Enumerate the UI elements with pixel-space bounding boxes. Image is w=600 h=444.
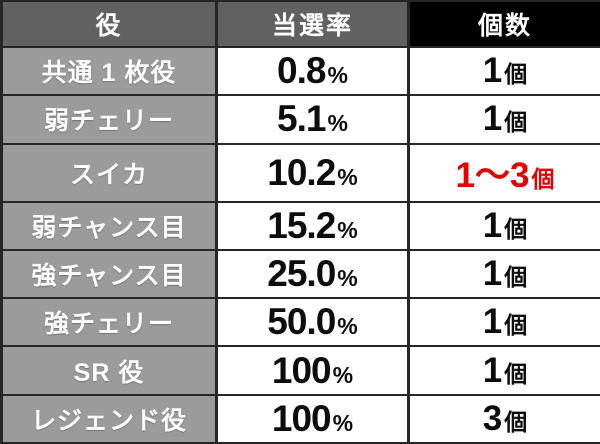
count-unit: 個 (504, 61, 528, 88)
role-cell: スイカ (0, 142, 218, 203)
rate-value: 50.0 (267, 301, 336, 343)
role-cell: 強チェリー (0, 297, 218, 348)
rate-value: 100 (271, 397, 332, 439)
role-cell: レジェンド役 (0, 393, 218, 444)
rate-unit: % (337, 163, 358, 190)
count-cell: 1個 (407, 248, 600, 300)
count-unit: 個 (504, 109, 528, 136)
count-unit: 個 (504, 360, 528, 387)
count-unit: 個 (504, 215, 528, 242)
rate-value: 15.2 (267, 204, 336, 246)
rate-cell: 100% (215, 345, 410, 396)
table-row: 共通 1 枚役 0.8% 1個 (0, 45, 600, 97)
rate-cell: 50.0% (215, 297, 410, 348)
rate-cell: 10.2% (215, 142, 410, 203)
table-row: 弱チャンス目 15.2% 1個 (0, 200, 600, 251)
count-unit: 個 (504, 264, 528, 291)
rate-unit: % (332, 361, 354, 388)
count-cell: 1個 (407, 297, 600, 348)
col-header-rate: 当選率 (215, 0, 410, 48)
count-value: 1 (482, 99, 503, 139)
rate-value: 25.0 (267, 253, 336, 295)
count-value: 3 (482, 398, 503, 438)
rate-unit: % (337, 313, 358, 340)
count-unit: 個 (531, 166, 555, 193)
table-row: レジェンド役 100% 3個 (0, 393, 600, 444)
role-cell: 強チャンス目 (0, 248, 218, 300)
table-row: SR 役 100% 1個 (0, 345, 600, 396)
col-header-role: 役 (0, 0, 218, 48)
rate-cell: 15.2% (215, 200, 410, 251)
rate-cell: 25.0% (215, 248, 410, 300)
count-cell: 1個 (407, 200, 600, 251)
rate-unit: % (337, 265, 358, 292)
role-cell: SR 役 (0, 345, 218, 396)
count-unit: 個 (504, 312, 528, 339)
table-row: スイカ 10.2% 1〜3個 (0, 142, 600, 203)
table-row: 強チャンス目 25.0% 1個 (0, 248, 600, 300)
rate-value: 10.2 (267, 151, 336, 193)
count-cell-highlighted: 1〜3個 (407, 142, 600, 203)
rate-cell: 0.8% (215, 45, 410, 97)
rate-unit: % (327, 110, 348, 137)
count-value: 1 (482, 254, 503, 294)
rate-unit: % (337, 216, 358, 243)
rate-unit: % (332, 409, 354, 436)
table-row: 弱チェリー 5.1% 1個 (0, 94, 600, 145)
rate-cell: 100% (215, 393, 410, 444)
count-cell: 1個 (407, 94, 600, 145)
col-header-count: 個数 (407, 0, 600, 48)
count-value: 1〜3 (455, 156, 530, 196)
rate-value: 100 (271, 349, 332, 391)
rate-value: 5.1 (277, 98, 326, 140)
count-cell: 3個 (407, 393, 600, 444)
role-cell: 共通 1 枚役 (0, 45, 218, 97)
role-cell: 弱チャンス目 (0, 200, 218, 251)
count-value: 1 (482, 205, 503, 245)
header-row: 役 当選率 個数 (0, 0, 600, 48)
role-cell: 弱チェリー (0, 94, 218, 145)
count-unit: 個 (504, 408, 528, 435)
count-cell: 1個 (407, 345, 600, 396)
rate-cell: 5.1% (215, 94, 410, 145)
count-cell: 1個 (407, 45, 600, 97)
rate-unit: % (327, 62, 348, 89)
count-value: 1 (482, 302, 503, 342)
count-value: 1 (482, 350, 503, 390)
table-row: 強チェリー 50.0% 1個 (0, 297, 600, 348)
rate-value: 0.8 (277, 50, 326, 92)
count-value: 1 (482, 51, 503, 91)
